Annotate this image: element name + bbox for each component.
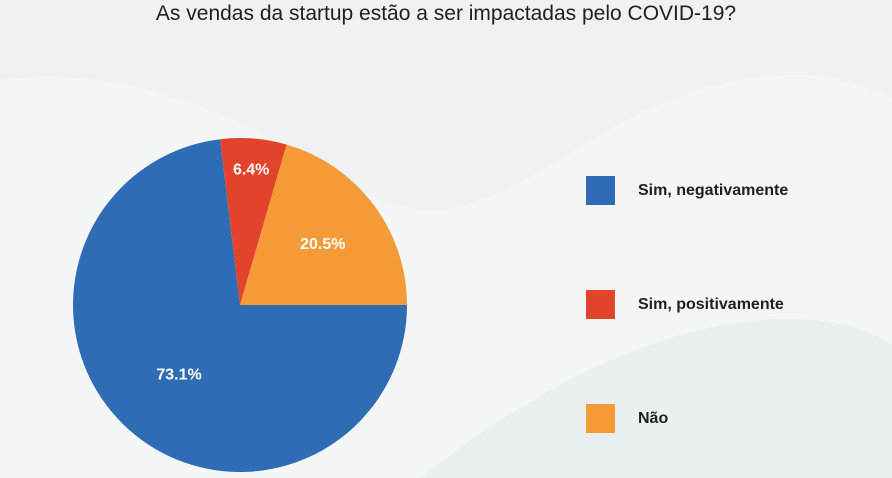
slice-data-label: 73.1% (156, 367, 201, 384)
background-wave-shape (420, 319, 892, 478)
legend-item: Não (586, 404, 668, 433)
slice-data-label: 20.5% (300, 236, 345, 253)
pie-slice (240, 144, 407, 305)
legend-swatch (586, 176, 615, 205)
legend-label: Sim, negativamente (638, 181, 789, 199)
legend-item: Sim, positivamente (586, 290, 784, 319)
slice-data-label: 6.4% (233, 162, 269, 179)
pie-slice (73, 139, 407, 473)
legend-item: Sim, negativamente (586, 176, 788, 205)
legend-label: Sim, positivamente (638, 295, 784, 313)
background-wave-shape (0, 0, 892, 211)
legend-swatch (586, 404, 615, 433)
chart-title: As vendas da startup estão a ser impacta… (155, 2, 737, 25)
legend-swatch (586, 290, 615, 319)
pie-slice (220, 137, 287, 305)
legend-label: Não (638, 409, 669, 427)
